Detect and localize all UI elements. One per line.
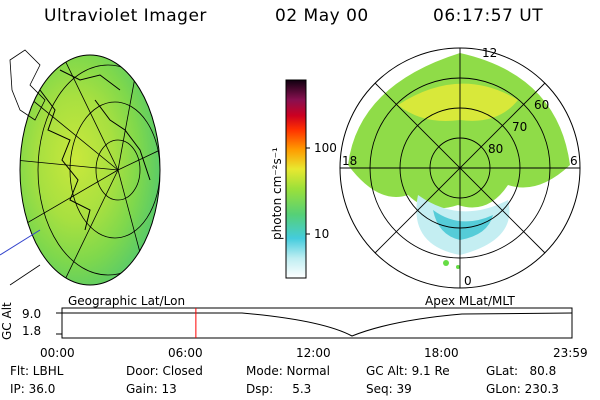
colorbar-tick-10: 10 xyxy=(314,227,330,241)
date-label: 02 May 00 xyxy=(275,6,369,26)
status-filter: Flt: LBHL xyxy=(10,364,64,378)
status-glon: GLon: 230.3 xyxy=(486,382,559,396)
timeline-axis-label: GC Alt xyxy=(0,302,14,340)
timeline-xtick-3: 18:00 xyxy=(424,346,459,360)
status-gcalt: GC Alt: 9.1 Re xyxy=(366,364,450,378)
mlt-label-0: 0 xyxy=(464,274,472,288)
timeline-ytick-9: 9.0 xyxy=(22,307,42,321)
timeline-xtick-2: 12:00 xyxy=(296,346,331,360)
colorbar xyxy=(285,79,310,279)
status-glat: GLat: 80.8 xyxy=(486,364,557,378)
instrument-title: Ultraviolet Imager xyxy=(44,6,207,26)
colorbar-tick-100: 100 xyxy=(314,141,337,155)
mlt-label-12: 12 xyxy=(482,46,497,60)
timeline-xtick-4: 23:59 xyxy=(553,346,588,360)
polar-map: 12 18 6 0 60 70 80 xyxy=(339,46,581,289)
timeline-xtick-1: 06:00 xyxy=(168,346,203,360)
mlt-label-6: 6 xyxy=(570,154,578,168)
status-door: Door: Closed xyxy=(126,364,203,378)
colorbar-unit-label: photon cm⁻²s⁻¹ xyxy=(270,147,284,240)
status-ip: IP: 36.0 xyxy=(10,382,56,396)
status-dsp: Dsp: 5.3 xyxy=(246,382,312,396)
status-gain: Gain: 13 xyxy=(126,382,177,396)
status-mode: Mode: Normal xyxy=(246,364,330,378)
status-seq: Seq: 39 xyxy=(366,382,412,396)
timeline-plot[interactable] xyxy=(56,307,573,339)
lat-label-80: 80 xyxy=(488,142,503,156)
timeline-xtick-0: 00:00 xyxy=(40,346,75,360)
time-label: 06:17:57 UT xyxy=(433,6,544,26)
geographic-map xyxy=(0,49,161,286)
geographic-label: Geographic Lat/Lon xyxy=(68,294,186,308)
mlt-label-18: 18 xyxy=(342,154,357,168)
lat-label-60: 60 xyxy=(534,98,549,112)
apex-label: Apex MLat/MLT xyxy=(425,294,515,308)
lat-label-70: 70 xyxy=(512,120,527,134)
timeline-ytick-1: 1.8 xyxy=(22,324,42,338)
